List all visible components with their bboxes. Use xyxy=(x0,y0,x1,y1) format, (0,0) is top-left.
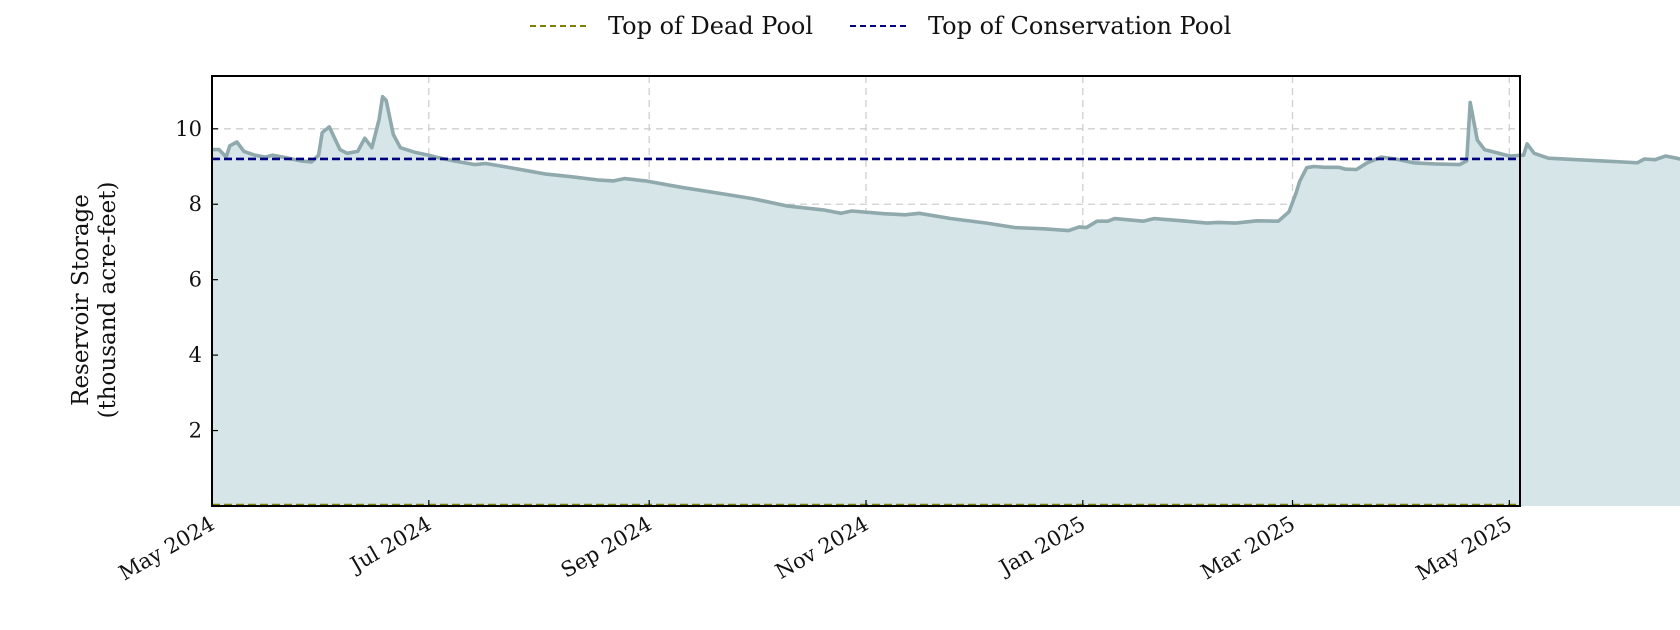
y-axis-ticks: 2 4 6 8 10 xyxy=(175,117,218,443)
x-tick-label: May 2024 xyxy=(115,512,219,586)
x-tick-label: Jul 2024 xyxy=(345,512,436,578)
x-tick-label: Jan 2025 xyxy=(994,512,1090,581)
y-axis-label: Reservoir Storage (thousand acre-feet) xyxy=(68,182,122,419)
y-tick-label: 8 xyxy=(189,192,202,216)
legend-label-conservation-pool: Top of Conservation Pool xyxy=(928,12,1232,40)
legend-item-dead-pool: Top of Dead Pool xyxy=(530,8,813,44)
y-tick-label: 4 xyxy=(189,343,202,367)
y-tick-label: 10 xyxy=(175,117,202,141)
legend-swatch-dead-pool xyxy=(530,25,586,27)
legend-swatch-conservation-pool xyxy=(850,25,906,27)
legend-label-dead-pool: Top of Dead Pool xyxy=(608,12,814,40)
y-tick-label: 2 xyxy=(189,419,202,443)
legend: Top of Dead Pool Top of Conservation Poo… xyxy=(0,8,1680,44)
storage-line xyxy=(212,94,1680,233)
x-tick-label: May 2025 xyxy=(1412,512,1516,586)
y-tick-label: 6 xyxy=(189,268,202,292)
x-tick-label: Sep 2024 xyxy=(557,512,656,583)
x-axis-ticks: May 2024 Jul 2024 Sep 2024 Nov 2024 Jan 2025… xyxy=(115,500,1516,585)
y-axis-label-line-1: Reservoir Storage xyxy=(68,194,94,406)
legend-item-conservation-pool: Top of Conservation Pool xyxy=(850,8,1231,44)
x-tick-label: Mar 2025 xyxy=(1197,512,1299,585)
y-axis-label-line-2: (thousand acre-feet) xyxy=(95,181,121,419)
x-tick-label: Nov 2024 xyxy=(771,512,872,584)
storage-area-fill xyxy=(212,96,1680,506)
